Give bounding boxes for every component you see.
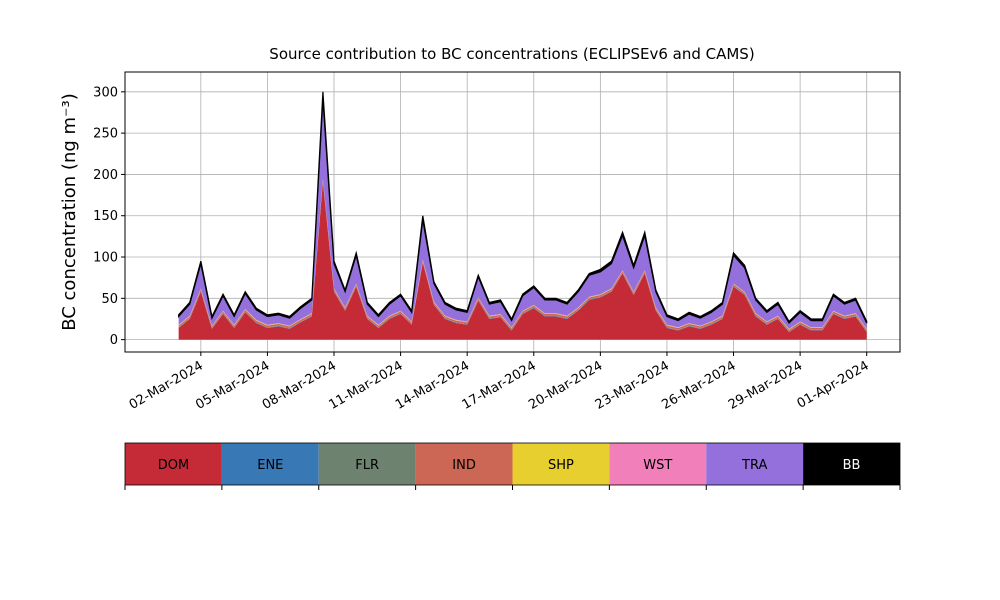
area-dom [178,181,867,340]
y-tick-label: 100 [93,251,118,266]
legend-swatch [512,443,610,485]
legend-label: SHP [548,458,574,473]
y-tick-label: 200 [93,168,118,183]
y-tick-label: 150 [93,209,118,224]
legend-label: DOM [158,458,189,473]
y-tick-label: 300 [93,85,118,100]
area-tra [178,99,867,329]
chart-title: Source contribution to BC concentrations… [269,45,754,63]
legend-swatch [318,443,416,485]
legend-swatch [125,443,222,485]
legend-swatch [221,443,319,485]
legend-swatch [609,443,707,485]
legend-swatch [415,443,513,485]
legend-label: IND [452,458,476,473]
y-tick-label: 0 [110,333,118,348]
legend-label: ENE [257,458,283,473]
legend-swatch [803,443,900,485]
y-tick-label: 250 [93,127,118,142]
area-bb [178,91,868,325]
legend-label: TRA [741,458,767,473]
legend-swatch [706,443,804,485]
legend-label: FLR [355,458,379,473]
y-tick-label: 50 [101,292,118,307]
plot-frame [124,71,901,353]
legend-label: WST [643,458,672,473]
legend-label: BB [843,458,861,473]
y-axis-label: BC concentration (ng m⁻³) [59,93,80,331]
